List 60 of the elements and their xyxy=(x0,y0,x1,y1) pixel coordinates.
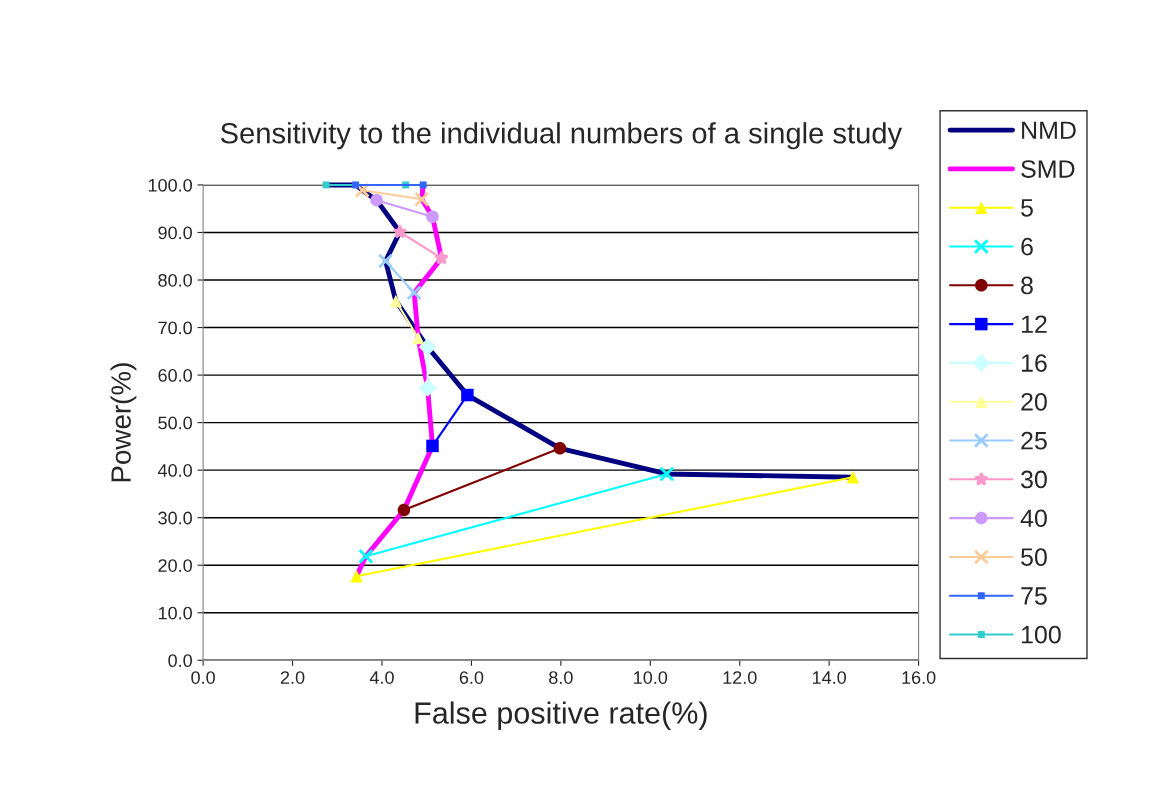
legend-label: 6 xyxy=(1021,237,1033,256)
legend-label: 8 xyxy=(1021,276,1033,295)
point xyxy=(397,503,411,517)
point xyxy=(659,466,675,482)
x-tick-label: 8.0 xyxy=(549,671,573,684)
y-tick-label: 50.0 xyxy=(158,416,192,430)
y-tick-label: 20.0 xyxy=(158,559,192,572)
y-tick-label: 100.0 xyxy=(148,178,192,192)
y-tick-label: 90.0 xyxy=(158,226,192,240)
legend-label: 30 xyxy=(1021,470,1047,489)
x-tick-label: 14.0 xyxy=(812,671,847,684)
x-tick-label: 0.0 xyxy=(191,671,215,684)
legend-label: 12 xyxy=(1021,315,1047,333)
x-tick-label: 2.0 xyxy=(280,671,305,684)
point xyxy=(358,548,374,564)
point xyxy=(354,182,370,198)
point xyxy=(411,331,425,345)
x-tick-label: 6.0 xyxy=(459,671,484,684)
point xyxy=(418,379,437,397)
x-axis-title: False positive rate(%) xyxy=(415,701,707,730)
legend-label: 25 xyxy=(1021,431,1047,450)
point xyxy=(426,439,439,453)
point xyxy=(418,338,437,356)
chart-title: Sensitivity to the individual numbers of a single study xyxy=(220,122,903,150)
x-tick-label: 4.0 xyxy=(369,671,394,684)
y-tick-label: 70.0 xyxy=(158,321,192,335)
point xyxy=(389,294,403,308)
point xyxy=(377,253,394,269)
legend-label: NMD xyxy=(1022,121,1076,139)
legend-label: SMD xyxy=(1021,160,1075,178)
point xyxy=(414,191,430,207)
point xyxy=(406,285,422,301)
y-axis-title: Power(%) xyxy=(110,363,137,482)
point xyxy=(553,442,567,455)
point xyxy=(426,210,439,224)
y-tick-label: 40.0 xyxy=(157,464,192,477)
x-tick-label: 12.0 xyxy=(723,671,757,684)
y-tick-label: 0.0 xyxy=(168,654,192,668)
point xyxy=(419,181,427,189)
point xyxy=(322,181,330,189)
x-tick-label: 16.0 xyxy=(902,671,936,684)
point xyxy=(350,569,363,583)
point xyxy=(370,193,383,207)
point xyxy=(392,224,408,239)
point xyxy=(846,471,860,484)
legend-label: 75 xyxy=(1021,587,1047,605)
y-tick-label: 80.0 xyxy=(158,273,192,287)
legend-label: 16 xyxy=(1021,354,1047,372)
legend-label: 5 xyxy=(1021,199,1033,217)
legend-label: 100 xyxy=(1021,625,1061,644)
point xyxy=(352,181,360,189)
point xyxy=(434,250,449,265)
legend-label: 50 xyxy=(1021,548,1047,566)
y-tick-label: 60.0 xyxy=(158,369,192,382)
legend-label: 40 xyxy=(1020,509,1047,528)
y-tick-label: 10.0 xyxy=(158,606,192,620)
y-tick-label: 30.0 xyxy=(158,511,192,525)
x-tick-label: 10.0 xyxy=(634,671,668,684)
legend-label: 20 xyxy=(1021,393,1047,411)
point xyxy=(461,388,474,402)
